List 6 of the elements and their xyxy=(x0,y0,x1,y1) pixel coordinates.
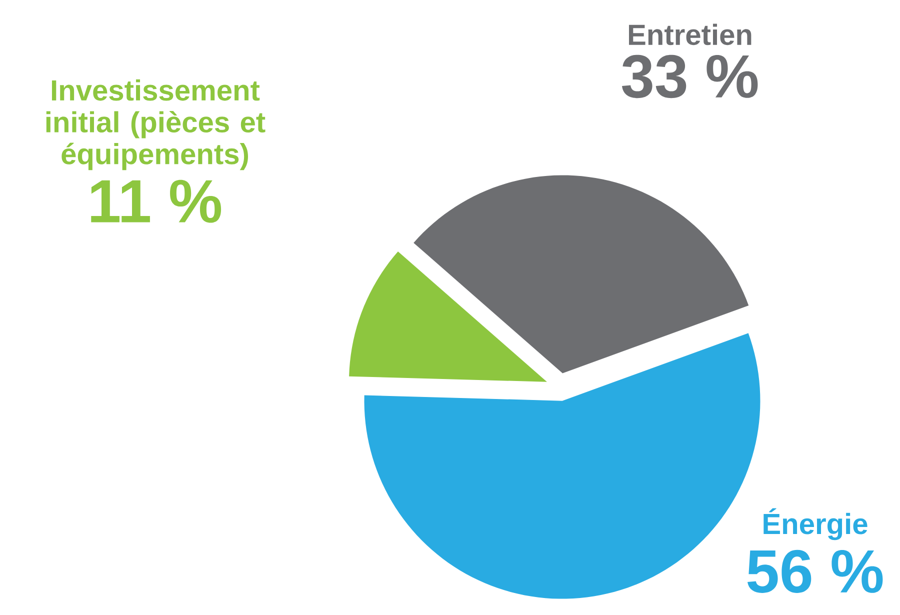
data-label: 33 % xyxy=(622,54,758,98)
slice-label: Investissement initial (pièces et équipements) xyxy=(46,79,266,170)
slice-label: Entretien xyxy=(628,24,752,46)
data-label: 56 % xyxy=(747,550,883,593)
data-label: 11 % xyxy=(91,180,222,223)
slice-label: Énergie xyxy=(764,508,868,540)
